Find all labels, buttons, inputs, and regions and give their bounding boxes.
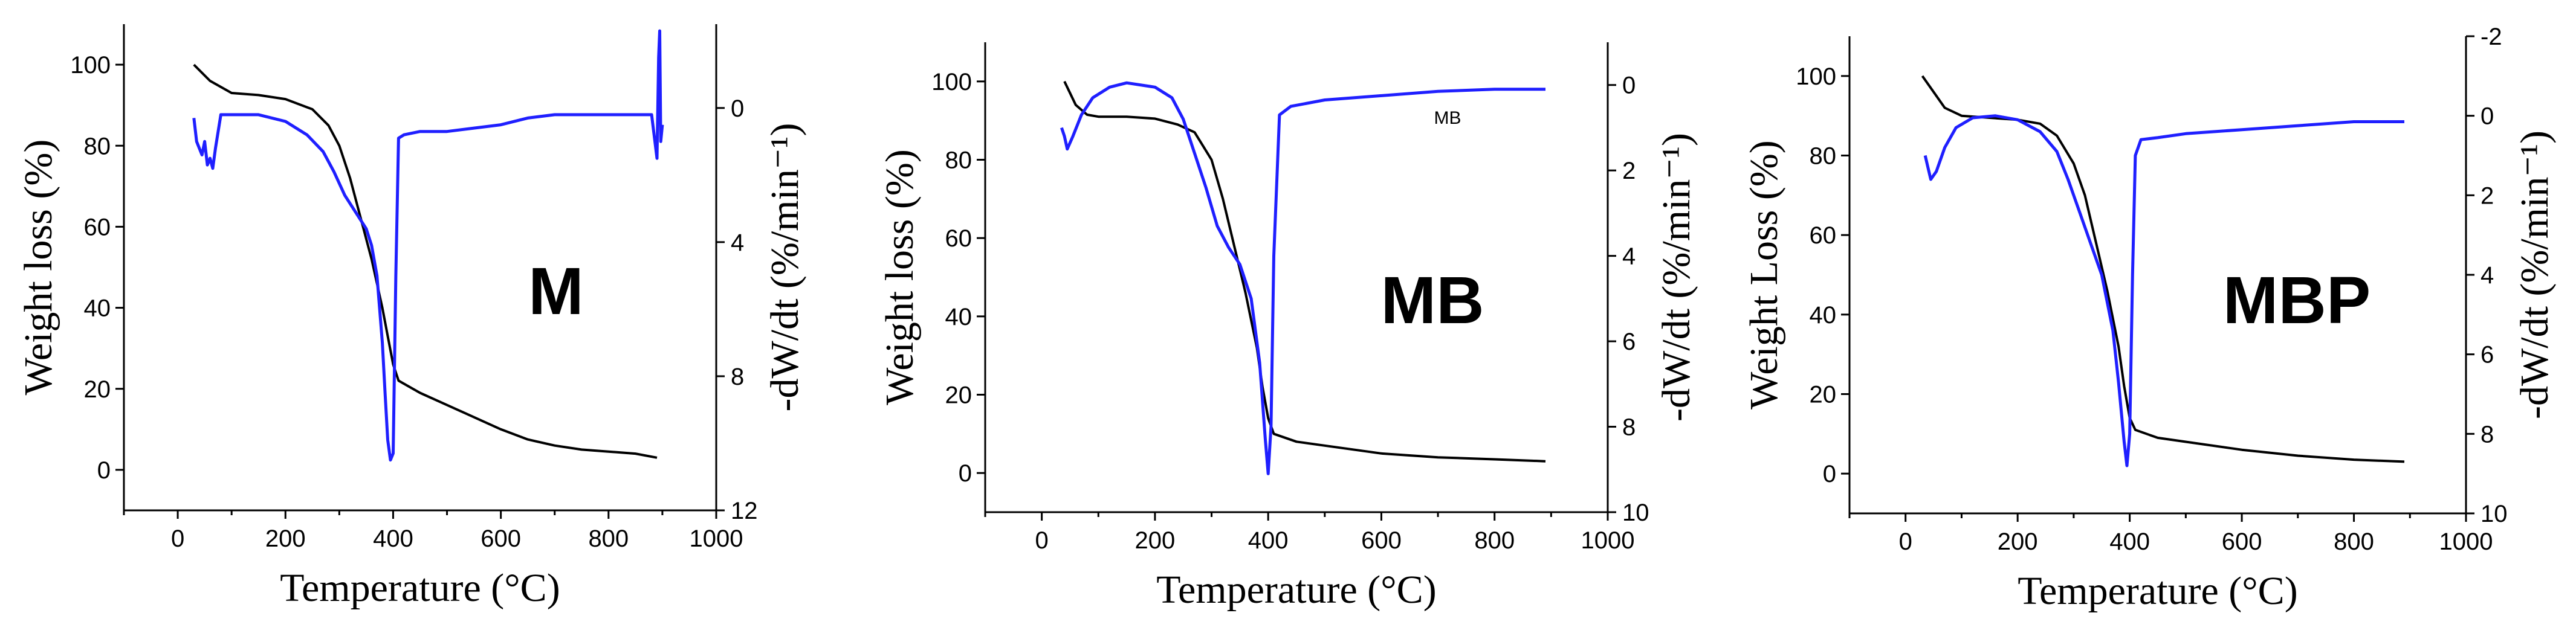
y-left-tick-label: 40 [84, 295, 111, 322]
y-right-tick-label: 0 [1622, 72, 1636, 99]
x-tick-label: 1000 [690, 525, 743, 552]
y-right-axis-title: -dW/dt (%/min⁻¹) [763, 123, 807, 411]
x-tick-label: 600 [481, 525, 521, 552]
y-left-tick-label: 80 [945, 147, 972, 174]
dtg-curve [1923, 114, 2404, 467]
y-left-tick-label: 100 [931, 69, 972, 95]
x-tick-label: 400 [2109, 528, 2150, 555]
y-left-tick-label: 20 [1810, 382, 1837, 408]
y-right-tick-label: -2 [2481, 24, 2502, 50]
y-left-tick-label: 100 [1796, 63, 1836, 90]
y-right-tick-label: 6 [2481, 342, 2494, 368]
x-tick-label: 600 [2222, 528, 2262, 555]
y-right-tick-label: 4 [2481, 262, 2494, 289]
y-right-tick-label: 4 [1622, 243, 1636, 270]
y-left-tick-label: 20 [84, 376, 111, 403]
x-axis-title: Temperature (°C) [1156, 568, 1436, 612]
x-tick-label: 800 [588, 525, 629, 552]
panel-label: MBP [2223, 263, 2371, 338]
dtg-curve [1060, 81, 1545, 475]
y-right-axis-title: -dW/dt (%/min⁻¹) [2513, 130, 2557, 419]
y-left-tick-label: 60 [84, 214, 111, 240]
y-right-tick-label: 8 [1622, 414, 1636, 441]
x-tick-label: 1000 [2439, 528, 2493, 555]
x-tick-label: 400 [373, 525, 413, 552]
y-right-tick-label: 4 [731, 230, 744, 256]
dtg-curve [192, 29, 664, 462]
chart-panel-mbp: 0 200 400 600 800 1000 0 20 40 60 80 100 -2 0 2 4 6 8 10 Te… [1742, 24, 2557, 613]
weight-curve [1063, 80, 1546, 463]
y-right-tick-label: 2 [1622, 158, 1636, 184]
y-right-tick-label: 12 [731, 498, 758, 524]
x-axis-title: Temperature (°C) [280, 566, 560, 610]
y-left-tick-label: 80 [1810, 143, 1837, 170]
y-right-tick-label: 2 [2481, 182, 2494, 209]
y-left-axis-title: Weight loss (%) [16, 140, 60, 396]
x-tick-label: 400 [1248, 527, 1289, 554]
y-left-tick-label: 60 [945, 225, 972, 252]
x-tick-label: 200 [1135, 527, 1176, 554]
panel-label: MB [1380, 263, 1484, 338]
y-left-tick-label: 40 [945, 304, 972, 330]
y-left-axis-title: Weight loss (%) [878, 149, 922, 405]
y-left-tick-label: 100 [70, 52, 111, 79]
y-right-tick-label: 0 [731, 95, 744, 122]
y-right-tick-label: 10 [1622, 499, 1649, 526]
y-left-tick-label: 0 [1823, 461, 1836, 487]
y-left-tick-label: 0 [959, 460, 972, 487]
x-tick-label: 200 [1998, 528, 2038, 555]
y-right-tick-label: 10 [2481, 501, 2508, 527]
y-left-tick-label: 60 [1810, 222, 1837, 249]
x-tick-label: 600 [1361, 527, 1402, 554]
y-right-tick-label: 0 [2481, 103, 2494, 130]
y-right-tick-label: 8 [731, 364, 744, 390]
y-left-tick-label: 80 [84, 133, 111, 159]
y-left-axis-title: Weight Loss (%) [1742, 140, 1786, 409]
x-axis-title: Temperature (°C) [2018, 569, 2297, 613]
x-tick-label: 1000 [1581, 527, 1635, 554]
x-tick-label: 800 [2334, 528, 2374, 555]
panel-annotation: MB [1434, 108, 1461, 128]
y-left-tick-label: 0 [97, 457, 111, 484]
y-right-tick-label: 6 [1622, 329, 1636, 355]
y-left-tick-label: 40 [1810, 302, 1837, 329]
panel-label: M [528, 254, 584, 329]
x-tick-label: 200 [265, 525, 306, 552]
y-left-tick-label: 20 [945, 382, 972, 409]
chart-panel-m: 0 200 400 600 800 100002040608010004812Temper… [16, 24, 807, 610]
x-tick-label: 0 [1035, 527, 1049, 554]
y-right-axis-title: -dW/dt (%/min⁻¹) [1654, 133, 1698, 422]
weight-curve [193, 63, 658, 459]
x-tick-label: 0 [171, 525, 184, 552]
y-right-tick-label: 8 [2481, 421, 2494, 448]
x-tick-label: 0 [1899, 528, 1912, 555]
x-tick-label: 800 [1474, 527, 1515, 554]
